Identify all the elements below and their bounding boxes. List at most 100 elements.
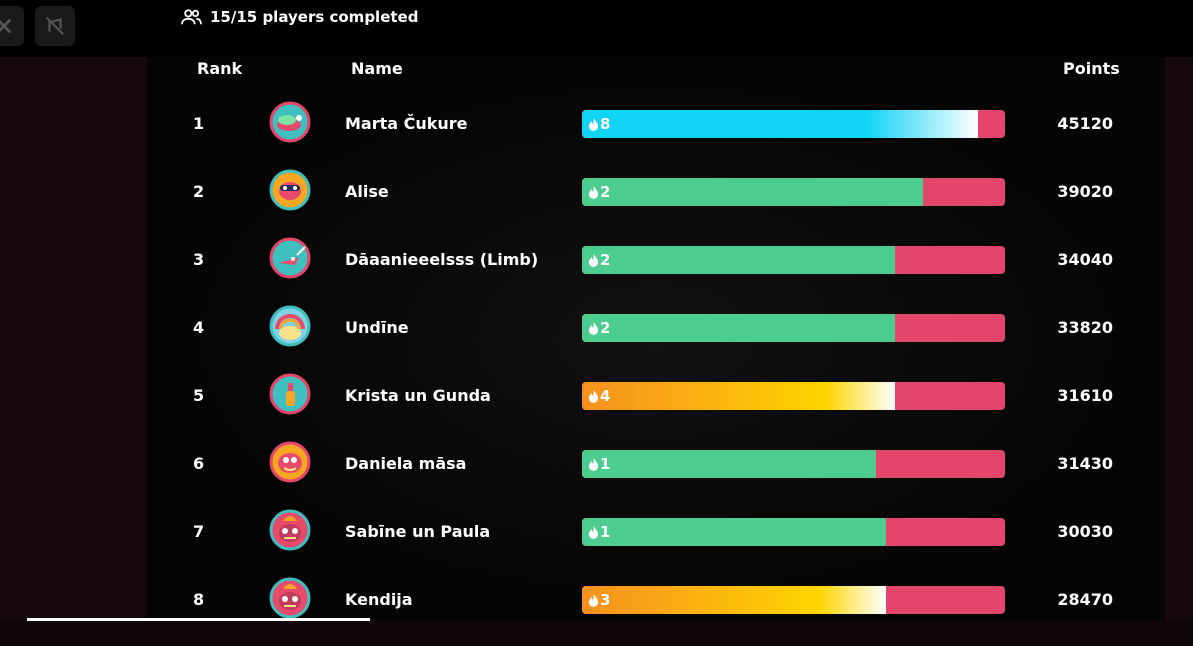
flame-icon — [588, 525, 599, 539]
answer-bar: 2 — [582, 314, 1005, 342]
streak-indicator: 3 — [588, 591, 610, 609]
masked-hero-avatar-icon — [269, 169, 311, 211]
answer-bar: 1 — [582, 450, 1005, 478]
points-value: 34040 — [1057, 250, 1113, 269]
rank-value: 4 — [193, 318, 205, 337]
bird-avatar-icon — [269, 101, 311, 143]
answer-bar: 3 — [582, 586, 1005, 614]
players-completed-text: 15/15 players completed — [210, 8, 419, 26]
player-name: Sabīne un Paula — [345, 522, 491, 541]
bottle-avatar-icon — [269, 373, 311, 415]
fire-face-avatar-icon — [269, 577, 311, 619]
streak-count: 1 — [600, 523, 611, 541]
player-avatar — [269, 101, 311, 143]
player-avatar — [269, 373, 311, 415]
points-value: 31610 — [1057, 386, 1113, 405]
music-off-icon — [45, 16, 65, 36]
leaderboard-row: 3 Dāaanieeelsss (Limb) 2 34040 — [0, 237, 1193, 306]
correct-fill — [582, 110, 978, 138]
correct-fill — [582, 586, 886, 614]
streak-count: 2 — [600, 319, 611, 337]
correct-fill — [582, 314, 896, 342]
rank-column-header: Rank — [197, 59, 243, 78]
points-value: 39020 — [1057, 182, 1113, 201]
players-completed-status: 15/15 players completed — [180, 5, 418, 29]
leaderboard-row: 6 Daniela māsa 1 31430 — [0, 441, 1193, 510]
points-value: 30030 — [1057, 522, 1113, 541]
player-name: Dāaanieeelsss (Limb) — [345, 250, 539, 269]
flame-icon — [588, 185, 599, 199]
points-column-header: Points — [1063, 59, 1120, 78]
player-avatar — [269, 441, 311, 483]
player-avatar — [269, 509, 311, 551]
player-name: Marta Čukure — [345, 114, 468, 133]
leaderboard-row: 2 Alise 2 39020 — [0, 169, 1193, 238]
flame-icon — [588, 457, 599, 471]
answer-bar: 2 — [582, 246, 1005, 274]
streak-indicator: 8 — [588, 115, 610, 133]
correct-fill — [582, 178, 923, 206]
rank-value: 3 — [193, 250, 205, 269]
users-icon — [181, 9, 202, 25]
scroll-indicator[interactable] — [27, 618, 370, 621]
rainbow-avatar-icon — [269, 305, 311, 347]
player-avatar — [269, 577, 311, 619]
top-bar — [0, 0, 1193, 57]
answer-bar: 8 — [582, 110, 1005, 138]
left-margin — [0, 57, 146, 621]
streak-indicator: 2 — [588, 319, 610, 337]
streak-indicator: 2 — [588, 251, 610, 269]
rank-value: 8 — [193, 590, 205, 609]
flame-icon — [588, 593, 599, 607]
rank-value: 2 — [193, 182, 205, 201]
burger-avatar-icon — [269, 441, 311, 483]
unicorn-avatar-icon — [269, 237, 311, 279]
leaderboard-row: 5 Krista un Gunda 4 31610 — [0, 373, 1193, 442]
flame-icon — [588, 321, 599, 335]
leaderboard-row: 8 Kendija 3 28470 — [0, 577, 1193, 646]
player-avatar — [269, 237, 311, 279]
rank-value: 6 — [193, 454, 205, 473]
answer-bar: 2 — [582, 178, 1005, 206]
close-button[interactable] — [0, 6, 24, 46]
streak-count: 2 — [600, 251, 611, 269]
streak-indicator: 2 — [588, 183, 610, 201]
answer-bar: 4 — [582, 382, 1005, 410]
player-avatar — [269, 169, 311, 211]
streak-count: 8 — [600, 115, 611, 133]
leaderboard-row: 4 Undīne 2 33820 — [0, 305, 1193, 374]
mute-button[interactable] — [35, 6, 75, 46]
streak-count: 2 — [600, 183, 611, 201]
points-value: 33820 — [1057, 318, 1113, 337]
flame-icon — [588, 389, 599, 403]
player-name: Krista un Gunda — [345, 386, 491, 405]
fire-face-avatar-icon — [269, 509, 311, 551]
player-name: Alise — [345, 182, 389, 201]
streak-count: 4 — [600, 387, 611, 405]
leaderboard-row: 1 Marta Čukure 8 45120 — [0, 101, 1193, 170]
correct-fill — [582, 518, 886, 546]
flame-icon — [588, 253, 599, 267]
correct-fill — [582, 450, 876, 478]
correct-fill — [582, 382, 896, 410]
points-value: 45120 — [1057, 114, 1113, 133]
player-name: Daniela māsa — [345, 454, 467, 473]
streak-count: 3 — [600, 591, 611, 609]
player-avatar — [269, 305, 311, 347]
points-value: 28470 — [1057, 590, 1113, 609]
name-column-header: Name — [351, 59, 403, 78]
streak-indicator: 1 — [588, 523, 610, 541]
rank-value: 5 — [193, 386, 205, 405]
points-value: 31430 — [1057, 454, 1113, 473]
streak-count: 1 — [600, 455, 611, 473]
answer-bar: 1 — [582, 518, 1005, 546]
correct-fill — [582, 246, 896, 274]
player-name: Kendija — [345, 590, 413, 609]
close-icon — [0, 19, 11, 33]
leaderboard-row: 7 Sabīne un Paula 1 30030 — [0, 509, 1193, 578]
rank-value: 1 — [193, 114, 205, 133]
flame-icon — [588, 117, 599, 131]
right-margin — [1165, 57, 1193, 621]
player-name: Undīne — [345, 318, 409, 337]
rank-value: 7 — [193, 522, 205, 541]
